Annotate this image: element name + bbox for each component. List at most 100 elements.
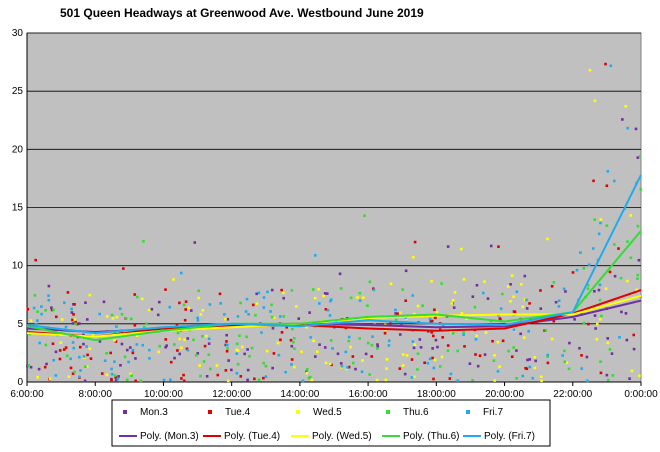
data-point <box>544 329 548 332</box>
data-point <box>430 330 433 334</box>
data-point <box>428 317 432 321</box>
data-point <box>481 291 485 295</box>
data-point <box>371 335 374 338</box>
data-point <box>624 312 628 315</box>
data-point <box>598 283 602 287</box>
y-tick-label: 15 <box>12 203 24 214</box>
data-point <box>400 322 403 325</box>
data-point <box>339 287 343 290</box>
data-point <box>58 357 62 361</box>
data-point <box>300 350 303 354</box>
data-point <box>110 313 114 317</box>
data-point <box>404 269 408 273</box>
data-point <box>496 369 500 373</box>
data-point <box>453 291 457 294</box>
data-point <box>235 352 239 356</box>
data-point <box>501 292 504 296</box>
data-point <box>582 321 586 325</box>
data-point <box>360 370 364 374</box>
data-point <box>156 313 160 317</box>
data-point <box>202 360 206 363</box>
data-point <box>110 372 114 376</box>
data-point <box>338 272 342 276</box>
data-point <box>147 308 151 312</box>
data-point <box>208 303 212 306</box>
data-point <box>47 298 51 302</box>
data-point <box>244 310 248 313</box>
data-point <box>86 353 89 357</box>
data-point <box>219 302 222 305</box>
data-point <box>401 288 404 291</box>
data-point <box>493 379 496 382</box>
data-point <box>368 373 371 376</box>
data-point <box>164 288 167 291</box>
data-point <box>588 68 592 72</box>
data-point <box>84 365 87 368</box>
data-point <box>358 337 362 340</box>
data-point <box>125 378 129 382</box>
data-point <box>410 358 414 361</box>
data-point <box>567 367 571 371</box>
data-point <box>606 378 610 382</box>
data-point <box>483 280 486 283</box>
data-point <box>65 354 69 358</box>
data-point <box>434 316 437 320</box>
data-point <box>606 337 610 340</box>
legend-label: Tue.4 <box>225 407 251 418</box>
data-point <box>224 343 228 347</box>
data-point <box>282 291 285 294</box>
data-point <box>384 378 388 382</box>
data-point <box>180 377 183 380</box>
data-point <box>260 331 263 334</box>
legend-label: Poly. (Thu.6) <box>403 431 460 442</box>
data-point <box>310 378 314 382</box>
data-point <box>199 374 202 378</box>
data-point <box>498 317 502 320</box>
data-point <box>201 334 204 338</box>
data-point <box>519 332 522 336</box>
data-point <box>561 354 564 357</box>
data-point <box>289 338 293 342</box>
data-point <box>546 355 549 358</box>
data-point <box>423 361 426 365</box>
data-point <box>205 374 209 378</box>
data-point <box>632 347 636 351</box>
data-point <box>460 247 463 251</box>
data-point <box>54 315 58 319</box>
data-point <box>285 325 289 329</box>
data-point <box>387 339 391 343</box>
data-point <box>83 379 87 383</box>
data-point <box>593 99 597 103</box>
y-tick-label: 5 <box>17 319 23 330</box>
data-point <box>418 338 422 341</box>
data-point <box>197 289 201 293</box>
legend-label: Wed.5 <box>313 407 342 418</box>
data-point <box>40 312 43 316</box>
data-point <box>284 370 287 374</box>
data-point <box>376 345 380 348</box>
data-point <box>98 340 102 343</box>
data-point <box>372 288 376 292</box>
data-point <box>195 354 198 357</box>
data-point <box>496 340 500 344</box>
data-point <box>173 343 176 346</box>
data-point <box>593 289 596 293</box>
data-point <box>325 292 329 295</box>
data-point <box>526 358 529 362</box>
data-point <box>636 224 640 228</box>
data-point <box>282 296 286 300</box>
data-point <box>62 348 66 351</box>
data-point <box>182 373 185 377</box>
data-point <box>533 366 537 370</box>
data-point <box>416 368 419 371</box>
data-point <box>475 283 479 287</box>
data-point <box>413 343 417 346</box>
data-point <box>629 214 633 217</box>
data-point <box>346 366 349 369</box>
data-point <box>449 372 453 376</box>
data-point <box>550 337 554 341</box>
data-point <box>131 348 135 352</box>
data-point <box>462 331 465 334</box>
data-point <box>251 303 255 307</box>
data-point <box>173 356 176 360</box>
